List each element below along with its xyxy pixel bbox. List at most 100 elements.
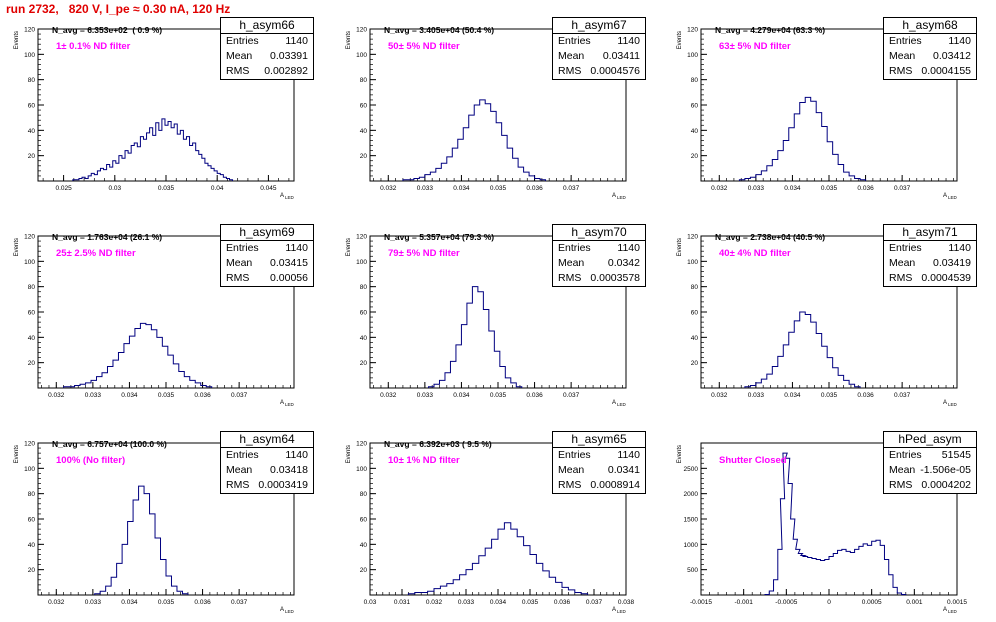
- pad-1-stat-entries-value: 1140: [285, 35, 308, 47]
- pad-6-xtick-label: 0.036: [857, 392, 874, 399]
- pad-2-stats-box: h_asym67 Entries 1140 Mean 0.03411 RMS 0.00045…: [552, 17, 646, 80]
- pad-2-stat-mean-label: Mean: [558, 50, 585, 62]
- pad-6-ytick-label: 80: [691, 284, 699, 291]
- pad-3-stat-entries-value: 1140: [948, 35, 971, 47]
- pad-4-ytick-label: 40: [28, 335, 36, 342]
- pad-1-xtick-label: 0.045: [260, 185, 277, 192]
- pad-1-navg-text: N_avg = 6.353e+02 ( 0.9 %): [52, 25, 163, 35]
- pad-3-xtick-label: 0.032: [711, 185, 728, 192]
- pad-8-xtick-label: 0.035: [522, 599, 539, 606]
- pad-4-stat-mean: Mean 0.03415: [221, 256, 313, 271]
- pad-9-stat-rms-value: 0.0004202: [921, 479, 971, 491]
- pad-7-stat-mean: Mean 0.03418: [221, 463, 313, 478]
- pad-5-ytick-label: 40: [360, 335, 368, 342]
- pad-8-ytick-label: 20: [360, 567, 368, 574]
- pad-4-ytick-label: 60: [28, 310, 36, 317]
- pad-4-x-axis-subscript: LED: [285, 402, 295, 407]
- pad-9-ytick-label: 1000: [684, 542, 699, 549]
- pad-6-navg-text: N_avg = 2.738e+04 (40.5 %): [715, 232, 826, 242]
- pad-7-xtick-label: 0.033: [85, 599, 102, 606]
- pad-1-filter-label: 1± 0.1% ND filter: [56, 41, 131, 52]
- pad-8-histogram-name: h_asym65: [553, 432, 645, 448]
- pad-1-stat-mean-label: Mean: [226, 50, 253, 62]
- pad-2-ytick-label: 60: [360, 103, 368, 110]
- pad-7-xtick-label: 0.037: [231, 599, 248, 606]
- pad-1-xtick-label: 0.025: [55, 185, 72, 192]
- pad-2-xtick-label: 0.035: [490, 185, 507, 192]
- pad-3-ytick-label: 20: [691, 153, 699, 160]
- pad-6-stat-rms: RMS 0.0004539: [884, 271, 976, 286]
- pad-3-ytick-label: 100: [687, 52, 698, 59]
- pad-4-stat-mean-value: 0.03415: [270, 257, 308, 269]
- pad-7-navg-text: N_avg = 6.757e+04 (100.0 %): [52, 439, 167, 449]
- pad-5-stat-rms-label: RMS: [558, 272, 582, 284]
- pad-8-x-axis-title: A: [612, 607, 616, 613]
- pad-1-stats-box: h_asym66 Entries 1140 Mean 0.03391 RMS 0.00289…: [220, 17, 314, 80]
- pad-3-stat-rms: RMS 0.0004155: [884, 64, 976, 79]
- pad-1-stat-mean-value: 0.03391: [270, 50, 308, 62]
- pad-6-xtick-label: 0.035: [821, 392, 838, 399]
- pad-8-ytick-label: 60: [360, 517, 368, 524]
- pad-7-ytick-label: 120: [24, 441, 35, 448]
- pad-6-stat-entries-value: 1140: [948, 242, 971, 254]
- pad-6-ytick-label: 100: [687, 259, 698, 266]
- pad-2-x-axis-title: A: [612, 193, 616, 199]
- pad-7-x-axis-subscript: LED: [285, 609, 295, 614]
- pad-5-stat-rms: RMS 0.0003578: [553, 271, 645, 286]
- pad-6-stat-rms-value: 0.0004539: [921, 272, 971, 284]
- pad-2-x-axis-subscript: LED: [617, 195, 627, 200]
- pad-4-stat-entries-value: 1140: [285, 242, 308, 254]
- pad-6-ytick-label: 20: [691, 360, 699, 367]
- pad-5-y-axis-title: Events: [346, 238, 352, 256]
- pad-8-xtick-label: 0.034: [490, 599, 507, 606]
- pad-6-stat-mean: Mean 0.03419: [884, 256, 976, 271]
- pad-2-stat-entries-value: 1140: [617, 35, 640, 47]
- pad-9-xtick-label: 0.0005: [862, 599, 882, 606]
- pad-4-ytick-label: 100: [24, 259, 35, 266]
- pad-6-xtick-label: 0.034: [784, 392, 801, 399]
- pad-6-filter-label: 40± 4% ND filter: [719, 248, 791, 259]
- pad-2-xtick-label: 0.034: [453, 185, 470, 192]
- pad-2-histogram-name: h_asym67: [553, 18, 645, 34]
- pad-1-stat-rms-label: RMS: [226, 65, 250, 77]
- pad-8-stat-entries: Entries 1140: [553, 448, 645, 463]
- pad-6-stat-entries: Entries 1140: [884, 241, 976, 256]
- pad-3-stat-entries-label: Entries: [889, 35, 922, 47]
- pad-3-stat-mean-value: 0.03412: [933, 50, 971, 62]
- pad-2-ytick-label: 120: [356, 27, 367, 34]
- pad-8-xtick-label: 0.031: [394, 599, 411, 606]
- pad-5-stats-box: h_asym70 Entries 1140 Mean 0.0342 RMS 0.000357…: [552, 224, 646, 287]
- pad-2-stat-entries: Entries 1140: [553, 34, 645, 49]
- pad-7-filter-label: 100% (No filter): [56, 455, 126, 466]
- pad-6-xtick-label: 0.037: [894, 392, 911, 399]
- pad-3-xtick-label: 0.033: [748, 185, 765, 192]
- pad-9-stats-box: hPed_asym Entries 51545 Mean -1.506e-05 RMS 0.…: [883, 431, 977, 494]
- pad-8-filter-label: 10± 1% ND filter: [388, 455, 460, 466]
- pad-4-xtick-label: 0.035: [158, 392, 175, 399]
- pad-5-stat-entries-value: 1140: [617, 242, 640, 254]
- pad-9-xtick-label: -0.0005: [775, 599, 797, 606]
- pad-8-stat-entries-label: Entries: [558, 449, 591, 461]
- pad-3-stat-mean-label: Mean: [889, 50, 916, 62]
- pad-7-ytick-label: 80: [28, 491, 36, 498]
- pad-3-stat-rms-value: 0.0004155: [921, 65, 971, 77]
- pad-2-ytick-label: 20: [360, 153, 368, 160]
- pad-8-stat-rms-label: RMS: [558, 479, 582, 491]
- pad-6-stat-entries-label: Entries: [889, 242, 922, 254]
- pad-1-stat-entries: Entries 1140: [221, 34, 313, 49]
- pad-1-xtick-label: 0.03: [108, 185, 121, 192]
- pad-9-x-axis-title: A: [943, 607, 947, 613]
- pad-2-filter-label: 50± 5% ND filter: [388, 41, 460, 52]
- pad-9-xtick-label: -0.0015: [690, 599, 712, 606]
- pad-7-ytick-label: 20: [28, 567, 36, 574]
- pad-4-y-axis-title: Events: [14, 238, 20, 256]
- pad-4-ytick-label: 120: [24, 234, 35, 241]
- pad-3-x-axis-subscript: LED: [948, 195, 958, 200]
- pad-5-xtick-label: 0.033: [417, 392, 434, 399]
- pad-4-stats-box: h_asym69 Entries 1140 Mean 0.03415 RMS 0.00056: [220, 224, 314, 287]
- pad-9-ytick-label: 500: [687, 567, 698, 574]
- pad-8-stat-mean-value: 0.0341: [607, 464, 640, 476]
- pad-2-ytick-label: 80: [360, 77, 368, 84]
- pad-6-stat-rms-label: RMS: [889, 272, 913, 284]
